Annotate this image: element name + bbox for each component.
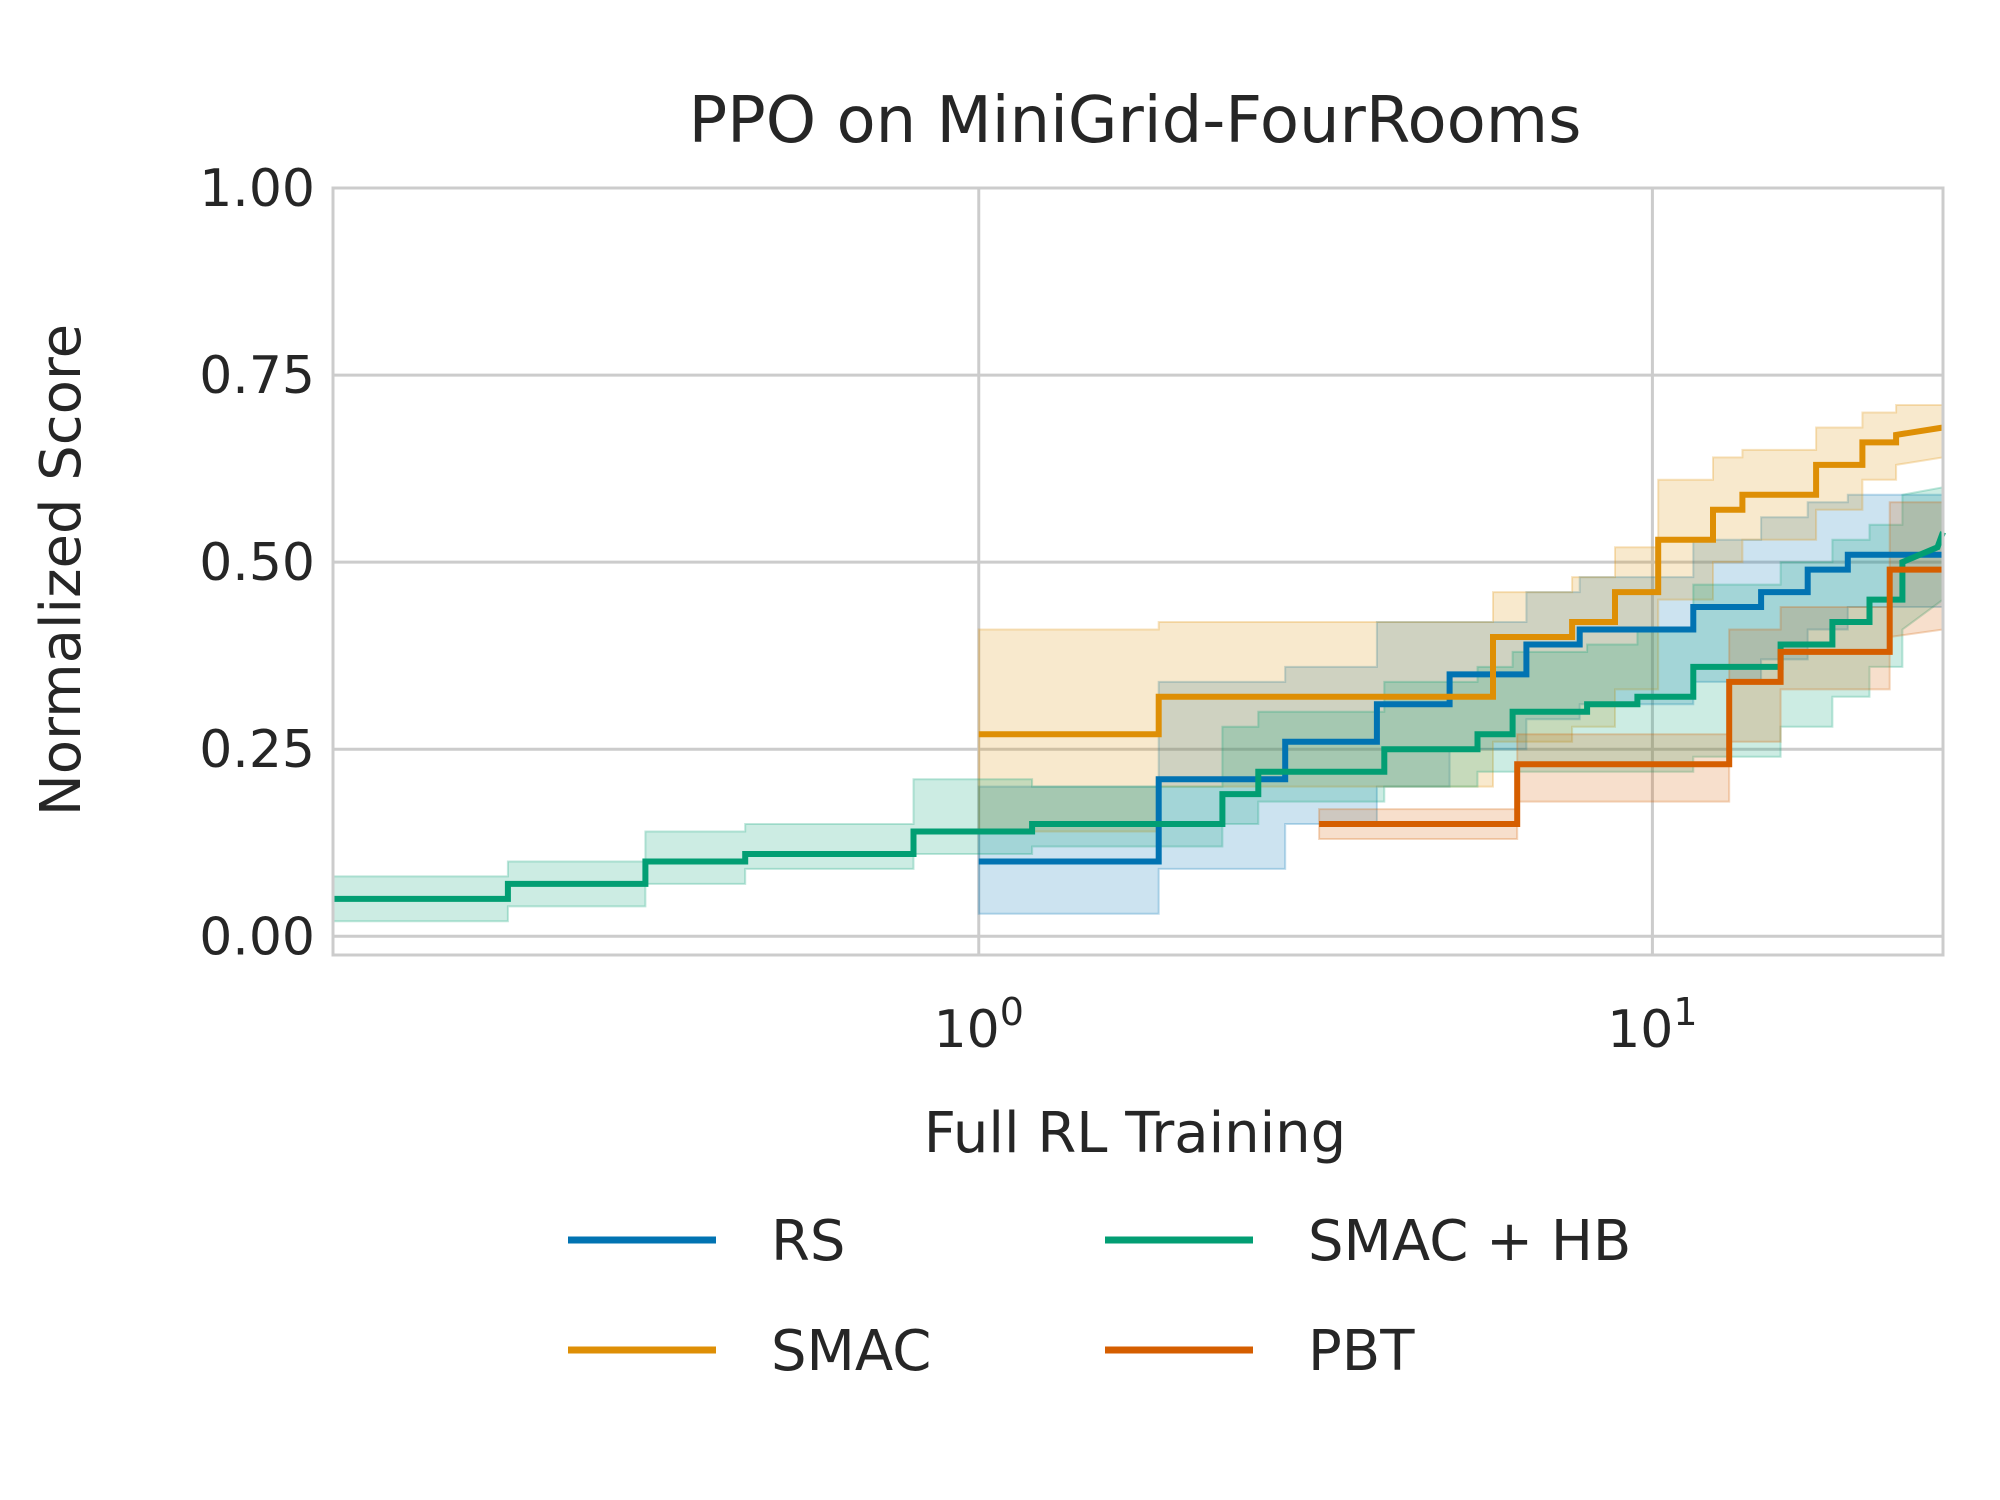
grid-lines	[333, 186, 1943, 955]
line-rs	[978, 551, 1943, 865]
line-smac-hb	[333, 531, 1946, 902]
series-lines	[333, 424, 1946, 902]
y-tick-label-2: 0.50	[199, 533, 315, 593]
y-tick-label-3: 0.75	[199, 346, 315, 406]
line-smac	[978, 424, 1944, 738]
y-tick-label-1: 0.25	[199, 720, 315, 780]
chart-title: PPO on MiniGrid-FourRooms	[689, 84, 1582, 158]
y-tick-label-0: 0.00	[199, 907, 315, 967]
plot-frame	[331, 186, 1945, 957]
legend-label-smac-hb: SMAC + HB	[1308, 1209, 1631, 1274]
legend-label-pbt: PBT	[1308, 1319, 1415, 1384]
legend-label-rs: RS	[771, 1209, 845, 1274]
line-pbt	[1319, 566, 1943, 827]
y-tick-label-4: 1.00	[199, 159, 315, 219]
x-tick-label-1: 101	[1607, 990, 1697, 1060]
x-tick-label-0: 100	[934, 990, 1024, 1060]
legend-label-smac: SMAC	[771, 1319, 931, 1384]
legend: RS SMAC + HB SMAC PBT	[568, 1209, 1631, 1384]
x-tick-labels: 100 101	[934, 990, 1698, 1060]
y-tick-labels: 0.00 0.25 0.50 0.75 1.00	[199, 159, 315, 967]
x-axis-label: Full RL Training	[924, 1101, 1346, 1166]
y-axis-label: Normalized Score	[29, 324, 94, 816]
